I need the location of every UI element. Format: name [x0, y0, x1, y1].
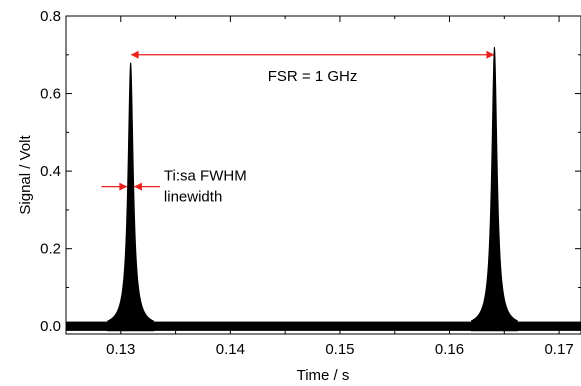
- plot-frame: [65, 15, 581, 335]
- fsr-arrowhead-left: [130, 50, 139, 59]
- y-tick-label: 0.6: [40, 86, 61, 103]
- annotation-layer: FSR = 1 GHz Ti:sa FWHM linewidth: [101, 50, 495, 206]
- x-tick-label: 0.17: [544, 341, 573, 358]
- peak-1: [107, 62, 155, 332]
- fwhm-label-line2: linewidth: [164, 189, 222, 206]
- x-tick-label: 0.14: [216, 341, 245, 358]
- data-layer: [66, 46, 581, 332]
- y-tick-label: 0.2: [40, 241, 61, 258]
- y-tick-label: 0.8: [40, 8, 61, 25]
- fwhm-arrowhead-left: [119, 182, 128, 191]
- peak-2: [471, 46, 518, 332]
- x-tick-label: 0.13: [106, 341, 135, 358]
- baseline-noise: [66, 321, 581, 331]
- axis-layer: 0.13 0.14 0.15 0.16 0.17 0.0 0.2 0.4 0.6 0.8: [40, 8, 581, 358]
- x-tick-label: 0.16: [435, 341, 464, 358]
- fwhm-arrowhead-right: [133, 182, 142, 191]
- y-tick-label: 0.0: [40, 318, 61, 335]
- x-axis-title: Time / s: [297, 367, 350, 384]
- fsr-label: FSR = 1 GHz: [268, 68, 358, 85]
- x-tick-label: 0.15: [325, 341, 354, 358]
- fsr-arrowhead-right: [486, 50, 495, 59]
- fwhm-label-line1: Ti:sa FWHM: [164, 168, 247, 185]
- y-tick-label: 0.4: [40, 163, 61, 180]
- y-axis-title: Signal / Volt: [17, 135, 34, 215]
